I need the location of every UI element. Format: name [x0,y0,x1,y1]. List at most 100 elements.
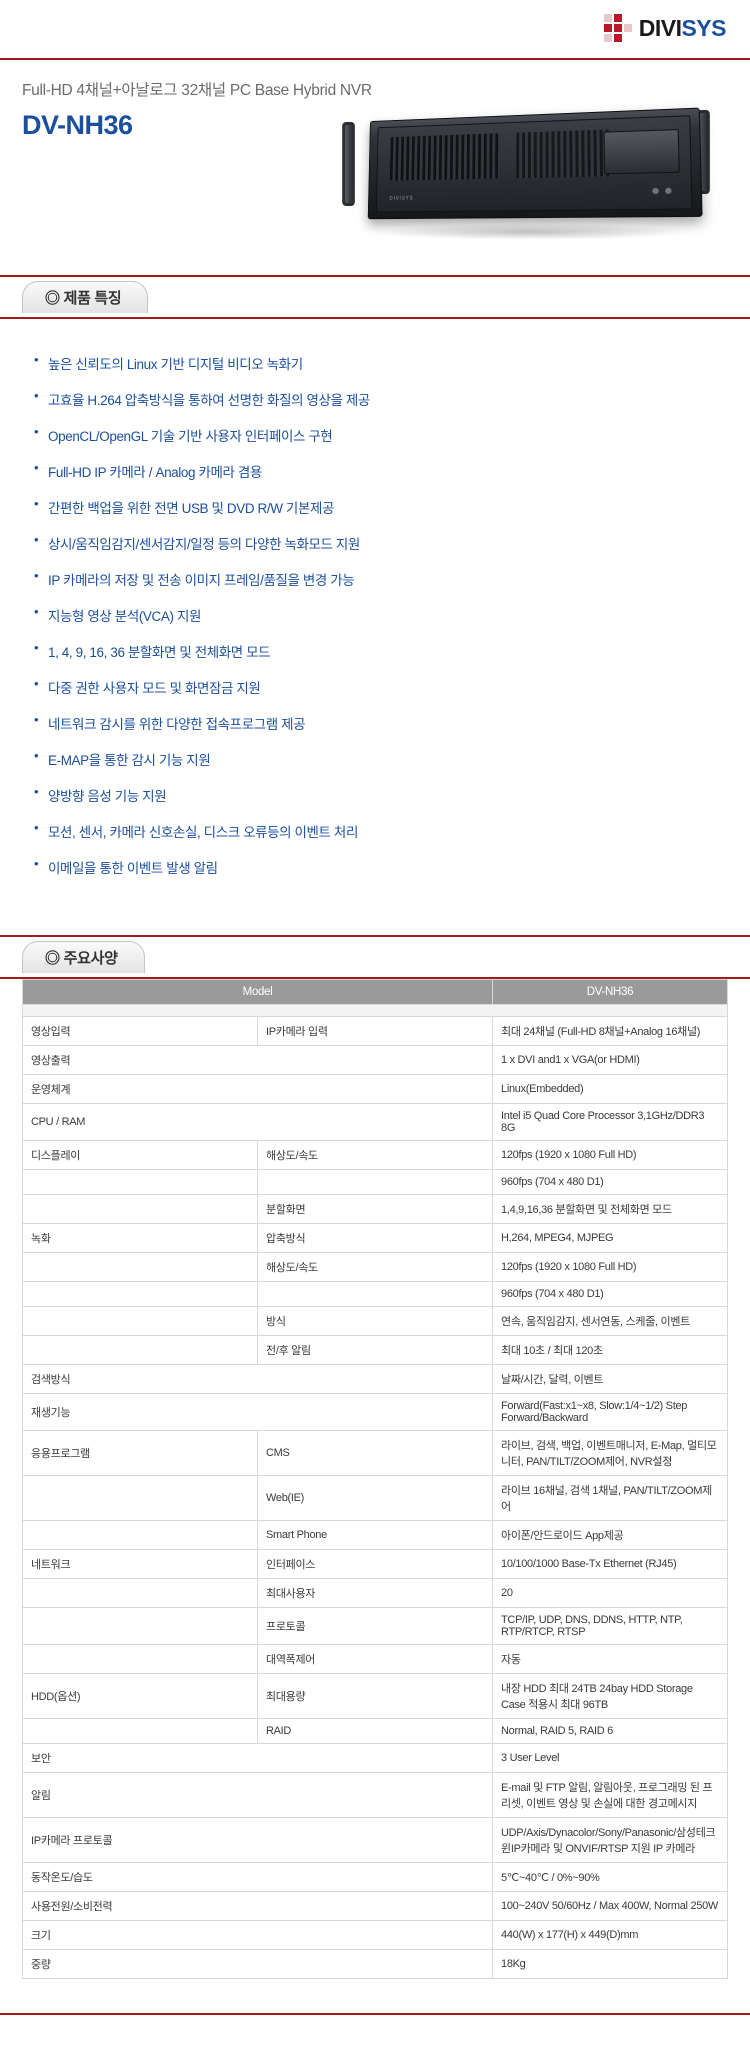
table-row: 검색방식 날짜/시간, 달력, 이벤트 [22,1364,728,1394]
spec-value-cell: 5℃~40℃ / 0%~90% [492,1862,728,1892]
spec-heading-row: ◎ 주요사양 [0,937,750,977]
spec-category-cell: 사용전원/소비전력 [22,1891,493,1921]
table-row: 전/후 알림 최대 10초 / 최대 120초 [22,1335,728,1365]
spec-value-cell: 최대 10초 / 최대 120초 [492,1335,728,1365]
spec-subcategory-cell: 압축방식 [257,1223,493,1253]
spec-value-cell: 날짜/시간, 달력, 이벤트 [492,1364,728,1394]
spec-category-cell [22,1607,258,1645]
spec-heading-tab: ◎ 주요사양 [22,941,145,973]
spec-subcategory-cell: 인터페이스 [257,1549,493,1579]
spec-category-cell: 크기 [22,1920,493,1950]
spec-subcategory-cell: CMS [257,1430,493,1476]
spec-table-head: Model DV-NH36 [22,979,728,1005]
spec-category-cell: 보안 [22,1743,493,1773]
nvr-chassis: DIVISYS [367,107,703,220]
spec-value-cell: 라이브, 검색, 백업, 이벤트매니저, E-Map, 멀티모니터, PAN/T… [492,1430,728,1476]
feature-item: OpenCL/OpenGL 기술 기반 사용자 인터페이스 구현 [34,424,750,445]
spec-subcategory-cell: IP카메라 입력 [257,1016,493,1046]
spec-value-cell: 자동 [492,1644,728,1674]
table-row: IP카메라 프로토콜 UDP/Axis/Dynacolor/Sony/Panaso… [22,1817,728,1863]
spec-header-value: DV-NH36 [492,979,728,1005]
table-row: 영상출력 1 x DVI and1 x VGA(or HDMI) [22,1045,728,1075]
spec-value-cell: E-mail 및 FTP 알림, 알림아웃, 프로그래밍 된 프리셋, 이벤트 … [492,1772,728,1818]
spec-category-cell: 영상입력 [22,1016,258,1046]
spec-category-cell [22,1252,258,1282]
spec-subcategory-cell: 프로토콜 [257,1607,493,1645]
spec-value-cell: 960fps (704 x 480 D1) [492,1169,728,1195]
optical-drive-icon [603,129,680,175]
table-row: 프로토콜 TCP/IP, UDP, DNS, DDNS, HTTP, NTP, R… [22,1607,728,1645]
features-section: ◎ 제품 특징 높은 신뢰도의 Linux 기반 디지털 비디오 녹화기고효율 … [0,277,750,919]
spec-category-cell [22,1578,258,1608]
spec-subcategory-cell: Web(IE) [257,1475,493,1521]
feature-item: 지능형 영상 분석(VCA) 지원 [34,604,750,625]
spec-value-cell: 최대 24채널 (Full-HD 8채널+Analog 16채널) [492,1016,728,1046]
table-row: 운영체계 Linux(Embedded) [22,1074,728,1104]
brand-name-dark: DIVI [638,14,682,41]
logo-grid-icon [603,14,632,42]
spec-category-cell [22,1335,258,1365]
hero-divider-red [0,275,750,277]
feature-item: 간편한 백업을 위한 전면 USB 및 DVD R/W 기본제공 [34,496,750,517]
table-row: 사용전원/소비전력 100~240V 50/60Hz / Max 400W, No… [22,1891,728,1921]
spec-category-cell: 녹화 [22,1223,258,1253]
table-row: 네트워크 인터페이스 10/100/1000 Base-Tx Ethernet (R… [22,1549,728,1579]
footer-divider-red [0,2013,750,2015]
spec-value-cell: Normal, RAID 5, RAID 6 [492,1718,728,1744]
table-row: 동작온도/습도 5℃~40℃ / 0%~90% [22,1862,728,1892]
spec-value-cell: 18Kg [492,1949,728,1979]
spec-value-cell: 라이브 16채널, 검색 1채널, PAN/TILT/ZOOM제어 [492,1475,728,1521]
spec-subcategory-cell: 대역폭제어 [257,1644,493,1674]
spec-spacer-cell [22,1004,728,1017]
spec-category-cell [22,1281,258,1307]
spec-value-cell: Forward(Fast:x1~x8, Slow:1/4~1/2) Step F… [492,1393,728,1431]
spec-value-cell: 100~240V 50/60Hz / Max 400W, Normal 250W [492,1891,728,1921]
spec-category-cell [22,1169,258,1195]
specification-table: Model DV-NH36 영상입력 IP카메라 입력 최대 24채널 (Full-… [22,979,728,1979]
spec-value-cell: UDP/Axis/Dynacolor/Sony/Panasonic/삼성테크윈I… [492,1817,728,1863]
feature-item: 높은 신뢰도의 Linux 기반 디지털 비디오 녹화기 [34,352,750,373]
spec-category-cell: 영상출력 [22,1045,493,1075]
spec-category-cell: 동작온도/습도 [22,1862,493,1892]
features-heading-tab: ◎ 제품 특징 [22,281,149,313]
nvr-front-panel: DIVISYS [375,115,693,213]
brand-wordmark: DIVISYS [638,14,727,42]
table-row: 재생기능 Forward(Fast:x1~x8, Slow:1/4~1/2) St… [22,1393,728,1431]
feature-item: E-MAP을 통한 감시 기능 지원 [34,748,750,769]
spec-subcategory-cell: 전/후 알림 [257,1335,493,1365]
spec-subcategory-cell: 방식 [257,1306,493,1336]
spec-underline [0,977,750,979]
spec-value-cell: 3 User Level [492,1743,728,1773]
spec-value-cell: 120fps (1920 x 1080 Full HD) [492,1140,728,1170]
spec-category-cell: 중량 [22,1949,493,1979]
spec-heading-label: ◎ 주요사양 [45,950,118,967]
product-photo: DIVISYS [316,84,736,264]
spec-category-cell [22,1194,258,1224]
feature-item: 양방향 음성 기능 지원 [34,784,750,805]
spec-value-cell: H,264, MPEG4, MJPEG [492,1223,728,1253]
spec-category-cell: 알림 [22,1772,493,1818]
spec-value-cell: Intel i5 Quad Core Processor 3,1GHz/DDR3… [492,1103,728,1141]
spec-value-cell: 10/100/1000 Base-Tx Ethernet (RJ45) [492,1549,728,1579]
spec-category-cell: 운영체계 [22,1074,493,1104]
table-row: 녹화 압축방식 H,264, MPEG4, MJPEG [22,1223,728,1253]
table-row: 응용프로그램 CMS 라이브, 검색, 백업, 이벤트매니저, E-Map, 멀티모… [22,1430,728,1476]
device-brand-label: DIVISYS [389,195,414,202]
features-underline [0,317,750,319]
feature-item: IP 카메라의 저장 및 전송 이미지 프레임/품질을 변경 가능 [34,568,750,589]
spec-subcategory-cell: 최대용량 [257,1673,493,1719]
table-row: 960fps (704 x 480 D1) [22,1169,728,1195]
spec-subcategory-cell: Smart Phone [257,1520,493,1550]
power-led-icon [665,187,672,194]
spec-subcategory-cell [257,1281,493,1307]
spec-category-cell: 재생기능 [22,1393,493,1431]
table-row: 분할화면 1,4,9,16,36 분할화면 및 전체화면 모드 [22,1194,728,1224]
table-row: Smart Phone 아이폰/안드로이드 App제공 [22,1520,728,1550]
table-row: 중량 18Kg [22,1949,728,1979]
hero-subtitle: Full-HD 4채널+아날로그 32채널 PC Base Hybrid NVR [22,82,372,99]
feature-item: 상시/움직임감지/센서감지/일정 등의 다양한 녹화모드 지원 [34,532,750,553]
spec-value-cell: 아이폰/안드로이드 App제공 [492,1520,728,1550]
table-row: 최대사용자 20 [22,1578,728,1608]
spec-value-cell: TCP/IP, UDP, DNS, DDNS, HTTP, NTP, RTP/R… [492,1607,728,1645]
table-row: 크기 440(W) x 177(H) x 449(D)mm [22,1920,728,1950]
